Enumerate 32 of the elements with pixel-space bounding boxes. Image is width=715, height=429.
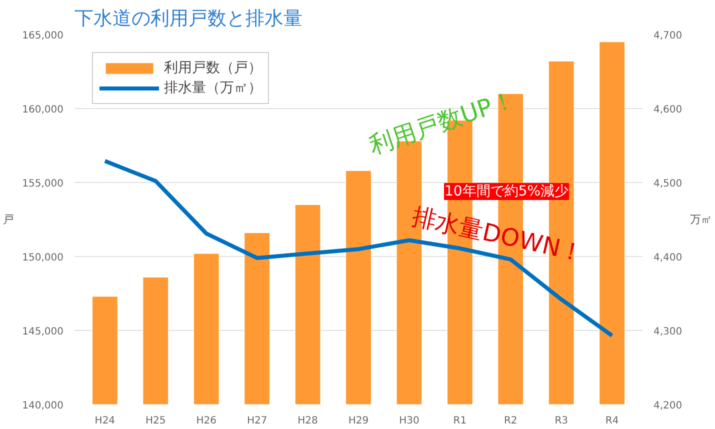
y-tick-label: 165,000: [22, 30, 64, 42]
y2-tick-label: 4,300: [654, 326, 682, 338]
x-tick-label: H30: [399, 416, 420, 426]
y-tick-label: 155,000: [22, 178, 64, 190]
y-tick-label: 160,000: [22, 104, 64, 116]
y2-axis-title: 万㎡: [690, 213, 712, 226]
annotation: 10年間で約5%減少: [444, 184, 569, 200]
y2-tick-label: 4,200: [654, 400, 682, 412]
chart-title: 下水道の利用戸数と排水量: [74, 8, 302, 30]
legend-label: 利用戸数（戸）: [164, 59, 262, 77]
line-series: [102, 159, 614, 338]
y2-tick-label: 4,700: [654, 30, 682, 42]
y-tick-label: 140,000: [22, 400, 64, 412]
y2-tick-label: 4,600: [654, 104, 682, 116]
y-tick-label: 145,000: [22, 326, 64, 338]
x-tick-label: R1: [453, 416, 467, 426]
y-axis-title: 戸: [3, 213, 14, 226]
x-tick-label: R3: [554, 416, 568, 426]
x-tick-label: H25: [146, 416, 166, 426]
annotation: 利用戸数UP！: [366, 85, 519, 160]
x-tick-label: H29: [348, 416, 369, 426]
y2-tick-label: 4,500: [654, 178, 682, 190]
y2-tick-label: 4,400: [654, 252, 682, 264]
x-tick-label: R2: [504, 416, 518, 426]
annotation: 排水量DOWN！: [410, 202, 586, 268]
x-tick-label: H27: [246, 416, 268, 426]
x-tick-label: H28: [298, 416, 318, 426]
x-tick-label: H26: [196, 416, 216, 426]
x-tick-label: R4: [605, 416, 619, 426]
x-tick-label: H24: [94, 416, 116, 426]
legend-label: 排水量（万㎡）: [164, 79, 262, 97]
y-tick-label: 150,000: [22, 252, 64, 264]
